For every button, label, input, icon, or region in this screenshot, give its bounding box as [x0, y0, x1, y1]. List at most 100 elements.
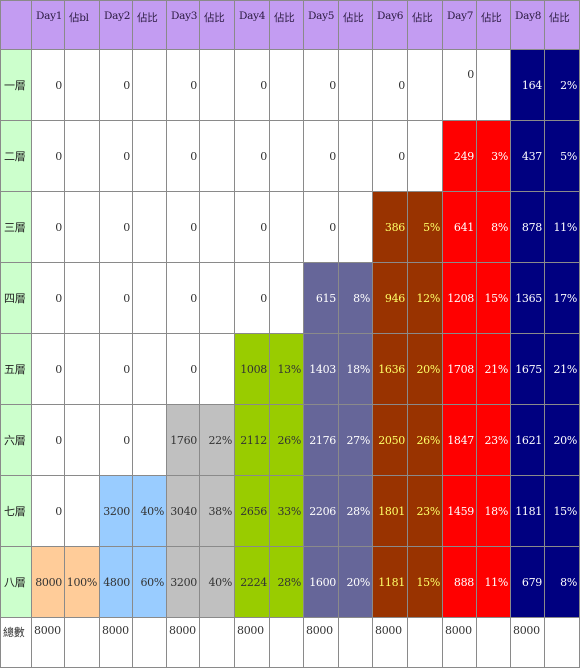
value-cell: 0 [32, 476, 65, 547]
percent-cell: 26% [408, 405, 443, 476]
value-cell: 1403 [304, 334, 339, 405]
total-cell [339, 618, 373, 668]
value-cell: 2112 [235, 405, 270, 476]
percent-cell: 18% [477, 476, 511, 547]
percent-cell [477, 50, 511, 121]
value-cell: 0 [167, 263, 200, 334]
percent-cell [200, 334, 235, 405]
percent-cell: 15% [477, 263, 511, 334]
value-cell: 3040 [167, 476, 200, 547]
total-cell [545, 618, 580, 668]
percent-cell [65, 263, 100, 334]
percent-cell: 8% [339, 263, 373, 334]
value-cell: 1600 [304, 547, 339, 618]
value-cell: 3200 [100, 476, 133, 547]
value-cell: 1801 [373, 476, 408, 547]
row-label: 五層 [0, 334, 32, 405]
value-cell: 2656 [235, 476, 270, 547]
value-cell: 0 [100, 334, 133, 405]
percent-cell: 33% [270, 476, 304, 547]
total-cell: 8000 [235, 618, 270, 668]
percent-cell: 20% [545, 405, 580, 476]
percent-cell: 2% [545, 50, 580, 121]
percent-cell [339, 50, 373, 121]
percent-cell: 28% [339, 476, 373, 547]
value-cell: 4800 [100, 547, 133, 618]
percent-cell: 28% [270, 547, 304, 618]
percent-cell: 11% [477, 547, 511, 618]
column-header: 佔比 [133, 0, 167, 50]
value-cell: 0 [167, 192, 200, 263]
column-header: 佔比 [270, 0, 304, 50]
percent-cell: 17% [545, 263, 580, 334]
value-cell: 386 [373, 192, 408, 263]
column-header: Day4 [235, 0, 270, 50]
value-cell: 2224 [235, 547, 270, 618]
value-cell: 0 [304, 50, 339, 121]
value-cell: 1208 [443, 263, 477, 334]
value-cell: 1847 [443, 405, 477, 476]
total-cell: 8000 [32, 618, 65, 668]
value-cell: 2176 [304, 405, 339, 476]
percent-cell: 18% [339, 334, 373, 405]
value-cell: 2206 [304, 476, 339, 547]
value-cell: 0 [235, 263, 270, 334]
value-cell: 8000 [32, 547, 65, 618]
value-cell: 888 [443, 547, 477, 618]
column-header: 佔比 [200, 0, 235, 50]
total-cell: 8000 [373, 618, 408, 668]
column-header: Day2 [100, 0, 133, 50]
total-cell [477, 618, 511, 668]
value-cell: 249 [443, 121, 477, 192]
value-cell: 878 [511, 192, 545, 263]
total-cell: 8000 [167, 618, 200, 668]
percent-cell: 100% [65, 547, 100, 618]
percent-cell: 21% [545, 334, 580, 405]
value-cell: 1181 [511, 476, 545, 547]
column-header: Day5 [304, 0, 339, 50]
percent-cell: 40% [133, 476, 167, 547]
value-cell: 1181 [373, 547, 408, 618]
percent-cell [133, 405, 167, 476]
column-header: Day7 [443, 0, 477, 50]
value-cell: 0 [32, 334, 65, 405]
total-cell: 8000 [443, 618, 477, 668]
row-label: 六層 [0, 405, 32, 476]
value-cell: 1636 [373, 334, 408, 405]
percent-cell [200, 121, 235, 192]
percent-cell [200, 192, 235, 263]
percent-cell [133, 121, 167, 192]
total-cell [270, 618, 304, 668]
percent-cell: 38% [200, 476, 235, 547]
row-label: 二層 [0, 121, 32, 192]
percent-cell: 15% [545, 476, 580, 547]
value-cell: 0 [32, 121, 65, 192]
percent-cell: 60% [133, 547, 167, 618]
value-cell: 0 [235, 50, 270, 121]
value-cell: 0 [100, 405, 133, 476]
percent-cell [408, 50, 443, 121]
value-cell: 1708 [443, 334, 477, 405]
row-label: 一層 [0, 50, 32, 121]
column-header: Day6 [373, 0, 408, 50]
column-header: 佔比 [408, 0, 443, 50]
column-header: Day8 [511, 0, 545, 50]
percent-cell [65, 334, 100, 405]
row-label: 三層 [0, 192, 32, 263]
percent-cell: 21% [477, 334, 511, 405]
percent-cell: 23% [477, 405, 511, 476]
value-cell: 0 [167, 50, 200, 121]
percent-cell [339, 192, 373, 263]
value-cell: 0 [235, 121, 270, 192]
value-cell: 164 [511, 50, 545, 121]
column-header: 佔比 [545, 0, 580, 50]
value-cell: 0 [373, 121, 408, 192]
value-cell: 0 [167, 121, 200, 192]
percent-cell [65, 192, 100, 263]
percent-cell: 8% [545, 547, 580, 618]
percent-cell: 11% [545, 192, 580, 263]
total-cell: 8000 [511, 618, 545, 668]
value-cell: 0 [167, 334, 200, 405]
value-cell: 0 [443, 50, 477, 121]
